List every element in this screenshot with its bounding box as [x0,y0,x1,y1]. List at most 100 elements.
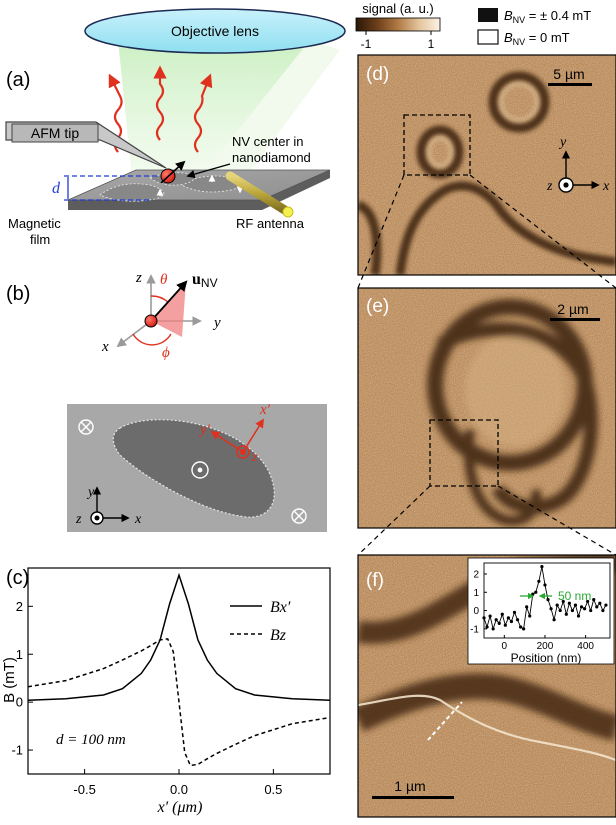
inset-ytick-label: 1 [473,588,479,599]
chart-c-ytick-label: 1 [16,647,23,662]
lab-axis-y-label: y [86,485,95,500]
nv-label-line1: NV center in [232,134,304,149]
inset-point [482,616,486,620]
inset-point [589,608,593,613]
inset-point [558,608,562,613]
rf-antenna-end [282,206,294,218]
inset-plot-frame [483,562,611,639]
panel-f-domain-wall [358,694,616,762]
nv-label-line2: nanodiamond [232,150,311,165]
panel-d-axis-z-label: z [546,179,553,194]
chart-c-series-0-line [27,572,331,701]
afm-tip-label: AFM tip [31,125,79,141]
colorbar-min-label: -1 [361,37,372,51]
inset-point [503,623,507,627]
inset-width-label: 50 nm [558,589,591,603]
inset-point [506,616,510,620]
legend-b-item1: BNV = ± 0.4 mT [504,8,591,25]
frame-xp-label: x′ [259,402,271,418]
inset-point [595,605,599,609]
chart-c-xtick-label: -0.5 [73,782,95,797]
inset-point [567,601,571,605]
inset-plot: 0 200 400 -1 0 1 2 [470,565,608,652]
out-of-page-symbol [191,461,209,479]
panel-d-scale-bar [548,83,592,86]
panel-d-frame [357,54,616,276]
panel-b: (b) z y x θ ϕ uNV [6,270,327,532]
panel-d-axis-z-dot [563,182,569,188]
zoom-line-e-f-right [497,485,616,556]
inset-point [582,607,587,611]
inset-point [552,618,556,622]
panel-d-domain-cores [427,82,539,168]
magnetic-domain-1 [99,183,165,202]
chart-c-ytick-label: -1 [11,743,23,758]
inset-point [537,579,541,583]
photon-arrow-right [193,73,213,153]
panel-c: (c) -0.5 0.0 0.5 -1 0 1 2 B (mT) x′ (μm) d = 1… [1,567,331,816]
panel-e-scale-label: 2 µm [557,301,588,317]
legend-b-empty-swatch [477,29,499,45]
panel-f-inset: 0 200 400 -1 0 1 2 Position (nm) 50 nm [467,557,615,665]
chart-c-plot: -0.5 0.0 0.5 -1 0 1 2 [11,572,331,797]
panel-e-core [465,334,565,446]
inset-point [525,605,529,609]
inset-ytick-label: 0 [473,606,479,617]
inset-point [528,614,532,618]
inset-point [509,619,514,624]
phi-label: ϕ [162,345,170,361]
inset-xlabel: Position (nm) [511,651,582,665]
chart-c-xtick-label: 0.0 [170,782,188,797]
legend-b-filled-swatch [478,8,498,22]
frame-z-symbol [236,445,250,459]
lab-axis-z-label: z [75,512,82,527]
rf-antenna-rod [225,171,293,217]
inset-xtick-label: 400 [577,641,594,652]
rf-antenna-label: RF antenna [236,216,305,231]
inset-point [564,612,568,616]
b-axis-z-label: z [135,270,142,286]
inset-point [576,614,581,618]
inset-point [515,618,520,622]
inset-point [540,565,544,569]
legend-c-solid-label: Bx′ [270,599,291,616]
theta-arc [150,295,169,303]
inset-point [491,627,495,631]
inset-ytick-label: -1 [470,624,479,635]
colorbar: signal (a. u.) -1 1 [355,1,441,51]
legend-b-item2: BNV = 0 mT [504,30,570,47]
panel-d-domains [358,71,616,275]
inset-point [586,599,590,604]
inset-point [518,625,523,629]
frame-z-dot [240,449,246,455]
inset-point [531,592,535,596]
film-label-line2: film [30,232,50,247]
panel-f-scale-bar [372,796,454,799]
light-cone-right [200,40,340,178]
inset-point [570,608,575,613]
chart-c-ytick-label: 2 [16,599,23,614]
into-page-symbol-right [291,508,307,524]
legend-c-dashed-label: Bz [270,627,287,644]
inset-point [488,614,492,618]
theta-label: θ [160,272,168,288]
inset-point [549,607,553,611]
panel-a: Objective lens (a) AFM tip RF antenna NV… [5,8,346,247]
inset-point [561,599,565,604]
panel-d-scale-label: 5 µm [553,66,584,82]
domain-ellipse [112,419,275,518]
magnetic-domain-2 [179,175,244,193]
nv-axis-arrow [160,160,186,184]
frame-yp-label: y′ [198,422,211,438]
inset-point [555,603,559,607]
lab-axis-z-dot [94,515,100,521]
panel-f-linecut [427,701,463,741]
inset-point [601,608,605,613]
panel-f-scale-label: 1 µm [394,778,425,794]
panel-a-label: (a) [6,69,30,91]
objective-lens [84,8,346,54]
panel-d-axis-x-label: x [602,179,610,194]
b-axis-x-label: x [101,339,109,355]
colorbar-max-label: 1 [428,37,435,51]
